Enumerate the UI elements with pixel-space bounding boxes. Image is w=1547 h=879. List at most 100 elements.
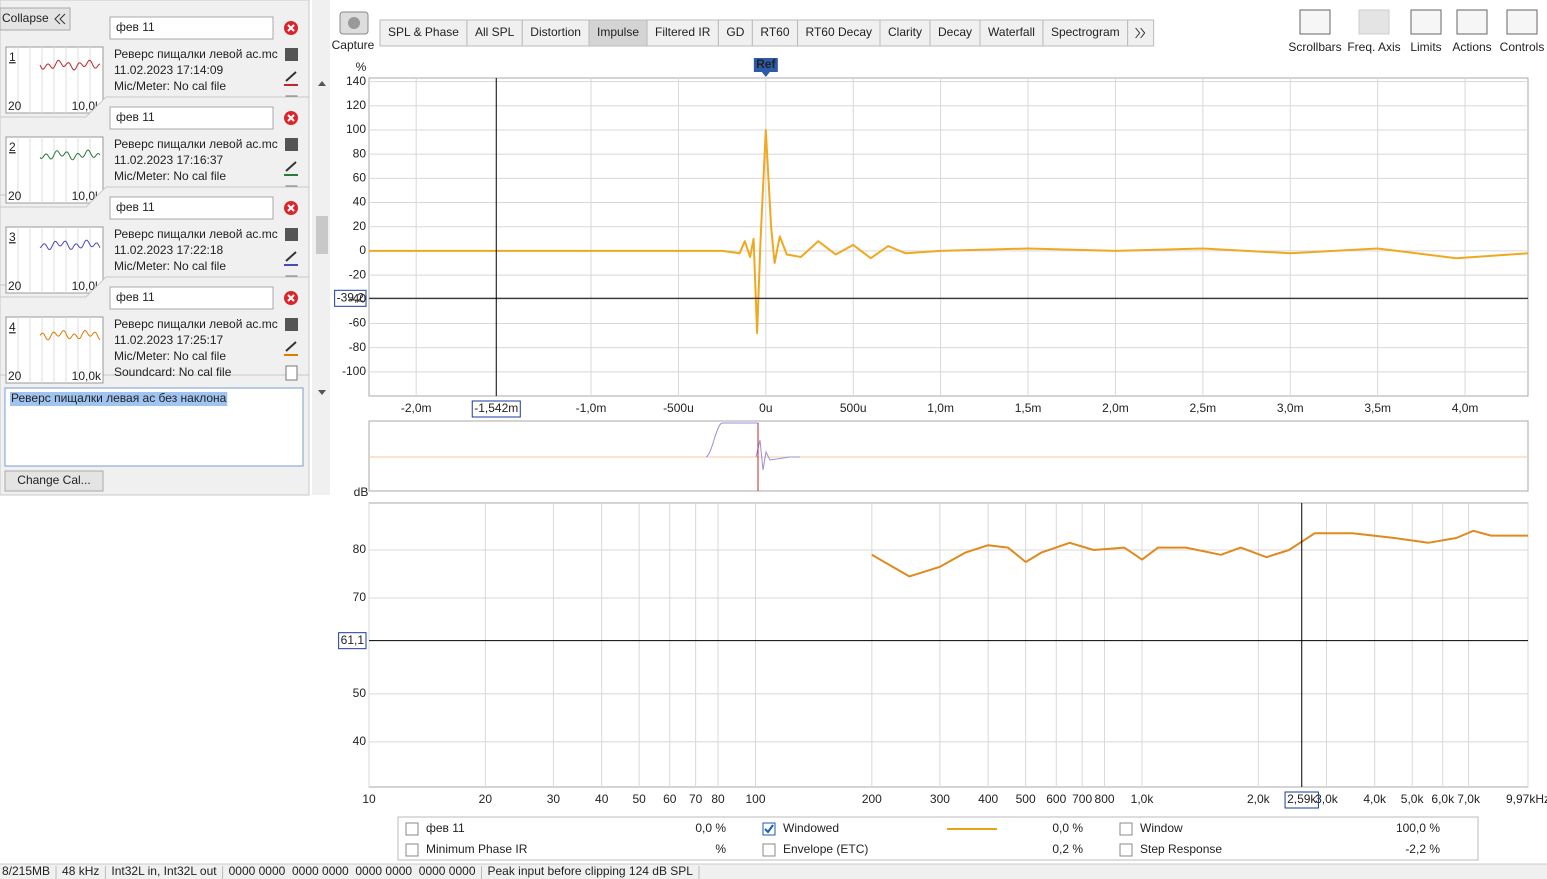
delete-cross: [287, 114, 295, 122]
impulse-plot: [368, 77, 1529, 397]
y-unit: %: [356, 60, 367, 74]
window-shape: [705, 422, 800, 490]
tool-icon[interactable]: [1410, 9, 1442, 35]
cursor-label-box: [1284, 791, 1319, 809]
cursor-label-box: [334, 289, 367, 307]
thumbnail-min: 20: [8, 279, 22, 293]
measurement-number: 4: [9, 320, 16, 334]
tool-icon[interactable]: [1299, 9, 1331, 35]
measurement-name: фев 11: [116, 20, 155, 34]
thumbnail-min: 20: [8, 189, 22, 203]
tab[interactable]: [751, 19, 799, 47]
tab[interactable]: [646, 19, 719, 47]
x-tick-label: 10: [362, 792, 376, 806]
x-tick-label: 700: [1072, 792, 1092, 806]
x-tick-label: 50: [632, 792, 646, 806]
tab[interactable]: [979, 19, 1044, 47]
name-box[interactable]: [109, 16, 274, 40]
legend-label: Window: [1140, 821, 1183, 835]
legend-label: Envelope (ETC): [783, 842, 868, 856]
status-item: Int32L in, Int32L out: [111, 864, 217, 878]
y-tick-label: -40: [349, 291, 367, 305]
checkbox[interactable]: [762, 843, 776, 857]
x-tick-label: -500u: [663, 401, 694, 415]
more-icon: [1135, 27, 1146, 39]
y-tick-label: 40: [353, 195, 367, 209]
tab-label: Clarity: [888, 25, 922, 39]
tab-label: All SPL: [475, 25, 515, 39]
thumbnail-trace: [39, 59, 101, 71]
x-tick-label: -1,0m: [576, 401, 607, 415]
x-tick-label: 70: [689, 792, 703, 806]
y-tick-label: 100: [346, 122, 366, 136]
legend-value: 100,0 %: [1396, 821, 1440, 835]
tab-label: Filtered IR: [655, 25, 711, 39]
x-tick-label: 30: [547, 792, 561, 806]
legend-label: Minimum Phase IR: [426, 842, 528, 856]
x-tick-label: 800: [1095, 792, 1115, 806]
y-tick-label: 0: [359, 243, 366, 257]
legend-label: фев 11: [426, 821, 465, 835]
x-tick-label: 3,5m: [1364, 401, 1391, 415]
tab-label: Waterfall: [988, 25, 1035, 39]
x-tick-label: 500: [1016, 792, 1036, 806]
more-tabs[interactable]: [1127, 19, 1155, 47]
pen-icon[interactable]: [285, 161, 297, 172]
name-box[interactable]: [109, 286, 274, 310]
x-tick-label: 3,0m: [1277, 401, 1304, 415]
save-icon[interactable]: [285, 138, 298, 151]
tool-label: Actions: [1452, 40, 1491, 54]
measurement-name: фев 11: [116, 200, 155, 214]
pen-icon[interactable]: [285, 341, 297, 352]
cursor-label-box: [338, 632, 367, 650]
save-icon[interactable]: [285, 228, 298, 241]
x-tick-label: 4,0m: [1452, 401, 1479, 415]
tab-label: RT60: [760, 25, 789, 39]
tab[interactable]: [379, 19, 468, 47]
measurement-title: Реверс пищалки левой ас.mc: [114, 317, 278, 331]
soundcard-cal: Soundcard: No cal file: [114, 365, 232, 379]
change-cal-button[interactable]: [4, 470, 104, 492]
tab[interactable]: [929, 19, 981, 47]
tab[interactable]: [588, 19, 648, 47]
legend-label: Windowed: [783, 821, 839, 835]
name-box[interactable]: [109, 106, 274, 130]
measurement-date: 11.02.2023 17:22:18: [114, 243, 224, 257]
measurement-name: фев 11: [116, 110, 155, 124]
legend-value: %: [715, 842, 726, 856]
checkbox[interactable]: [405, 822, 419, 836]
x-tick-label: 0u: [759, 401, 772, 415]
frequency-plot: [368, 502, 1529, 788]
doc-icon[interactable]: [285, 365, 298, 381]
legend-box: [397, 816, 1479, 861]
save-icon[interactable]: [285, 318, 298, 331]
save-icon[interactable]: [285, 48, 298, 61]
measurement-number: 3: [9, 230, 16, 244]
trace: [871, 529, 1528, 578]
text-selection: [10, 392, 228, 406]
pen-icon[interactable]: [285, 71, 297, 82]
checkbox[interactable]: [1119, 843, 1133, 857]
status-item: 0000 0000 0000 0000 0000 0000 0000 0000: [229, 864, 476, 878]
tab[interactable]: [521, 19, 590, 47]
tool-icon[interactable]: [1456, 9, 1488, 35]
x-tick-label: 2,0m: [1102, 401, 1129, 415]
x-tick-label: 20: [479, 792, 493, 806]
name-box[interactable]: [109, 196, 274, 220]
tool-icon: [1358, 9, 1390, 35]
checkbox[interactable]: [405, 843, 419, 857]
delete-cross: [287, 294, 295, 302]
thumbnail-trace: [39, 239, 101, 251]
check-mark: [764, 824, 774, 834]
y-tick-label: -60: [349, 316, 367, 330]
tool-icon[interactable]: [1506, 9, 1538, 35]
checkbox[interactable]: [1119, 822, 1133, 836]
scroll-thumb[interactable]: [316, 216, 328, 254]
pen-icon[interactable]: [285, 251, 297, 262]
collapse-button[interactable]: [0, 7, 71, 31]
legend-value: 0,2 %: [1052, 842, 1083, 856]
measurement-date: 11.02.2023 17:14:09: [114, 63, 224, 77]
ref-pointer: [761, 72, 770, 77]
tab-label: RT60 Decay: [806, 25, 872, 39]
